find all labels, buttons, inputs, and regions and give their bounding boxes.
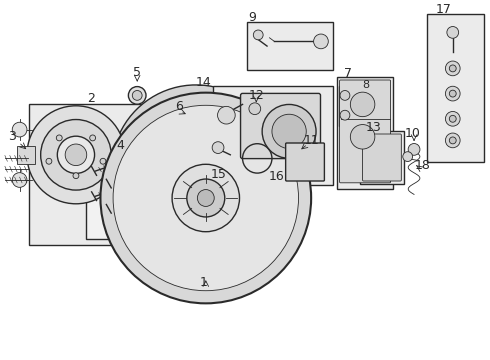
Circle shape xyxy=(314,34,328,49)
Circle shape xyxy=(90,135,96,141)
FancyBboxPatch shape xyxy=(286,143,324,181)
Text: 9: 9 xyxy=(248,11,256,24)
Bar xyxy=(29,104,154,245)
Bar xyxy=(117,146,135,164)
Circle shape xyxy=(340,110,350,120)
Text: 2: 2 xyxy=(87,93,95,105)
Circle shape xyxy=(445,86,460,101)
Text: 18: 18 xyxy=(415,159,430,172)
Bar xyxy=(427,14,484,162)
Text: 4: 4 xyxy=(116,139,124,152)
Circle shape xyxy=(172,164,240,232)
Circle shape xyxy=(218,107,235,124)
Bar xyxy=(337,77,393,189)
Text: 13: 13 xyxy=(366,121,382,134)
Circle shape xyxy=(12,173,27,187)
Text: 1: 1 xyxy=(199,276,207,289)
Circle shape xyxy=(27,106,125,204)
FancyBboxPatch shape xyxy=(340,80,391,183)
Text: 6: 6 xyxy=(175,100,183,113)
Wedge shape xyxy=(112,85,269,253)
Bar xyxy=(339,86,363,126)
Circle shape xyxy=(447,27,459,38)
Text: 7: 7 xyxy=(344,67,352,80)
Circle shape xyxy=(41,120,111,190)
Circle shape xyxy=(132,90,142,100)
Circle shape xyxy=(272,114,306,149)
Circle shape xyxy=(403,152,413,162)
Bar xyxy=(247,22,333,70)
Circle shape xyxy=(408,144,420,155)
Circle shape xyxy=(449,65,456,72)
Circle shape xyxy=(262,104,316,158)
Text: 3: 3 xyxy=(8,130,16,143)
Circle shape xyxy=(445,61,460,76)
Circle shape xyxy=(212,142,224,153)
Circle shape xyxy=(187,179,225,217)
Circle shape xyxy=(350,125,375,149)
Circle shape xyxy=(350,92,375,117)
Bar xyxy=(17,146,35,164)
Circle shape xyxy=(249,103,261,114)
Circle shape xyxy=(445,133,460,148)
Circle shape xyxy=(449,137,456,144)
Circle shape xyxy=(253,30,263,40)
Circle shape xyxy=(128,86,146,104)
Text: 16: 16 xyxy=(269,170,285,183)
Text: 12: 12 xyxy=(248,89,264,102)
Circle shape xyxy=(197,190,214,206)
Text: 5: 5 xyxy=(133,66,141,78)
Circle shape xyxy=(449,115,456,122)
Text: 11: 11 xyxy=(303,134,319,147)
FancyBboxPatch shape xyxy=(241,93,320,159)
Circle shape xyxy=(65,144,87,166)
Text: 10: 10 xyxy=(405,127,421,140)
Circle shape xyxy=(100,158,106,164)
Circle shape xyxy=(100,93,311,303)
Circle shape xyxy=(113,105,298,291)
Text: 17: 17 xyxy=(436,3,451,16)
FancyBboxPatch shape xyxy=(363,134,401,181)
Circle shape xyxy=(449,90,456,97)
Text: 14: 14 xyxy=(196,76,212,89)
Bar xyxy=(360,131,404,184)
Circle shape xyxy=(12,122,27,137)
Circle shape xyxy=(340,90,350,100)
Circle shape xyxy=(57,136,95,174)
Circle shape xyxy=(56,135,62,141)
Circle shape xyxy=(73,173,79,179)
Text: 8: 8 xyxy=(363,80,370,90)
Text: 15: 15 xyxy=(211,168,227,181)
Bar xyxy=(213,86,333,185)
Circle shape xyxy=(445,112,460,126)
Circle shape xyxy=(46,158,52,164)
Bar xyxy=(86,151,154,239)
